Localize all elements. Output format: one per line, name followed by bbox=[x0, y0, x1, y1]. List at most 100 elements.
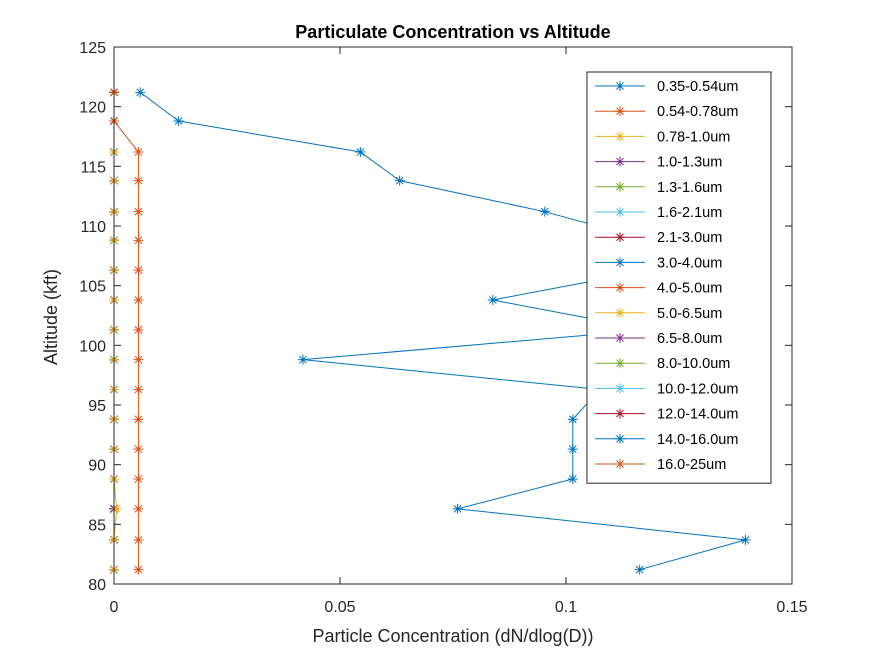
legend-label: 4.0-5.0um bbox=[657, 281, 722, 297]
legend-box bbox=[586, 71, 772, 484]
legend-marker bbox=[615, 408, 625, 419]
legend-label: 0.78-1.0um bbox=[657, 129, 730, 145]
legend-entry: 0.78-1.0um bbox=[595, 129, 730, 145]
legend-label: 0.35-0.54um bbox=[657, 79, 738, 95]
x-tick-label: 0.05 bbox=[324, 599, 355, 616]
data-point bbox=[133, 384, 144, 395]
data-point bbox=[740, 534, 751, 545]
legend-label: 14.0-16.0um bbox=[657, 432, 738, 448]
data-point bbox=[567, 444, 578, 455]
legend-marker bbox=[615, 232, 625, 243]
legend: 0.35-0.54um 0.54-0.78um 0.78-1.0um 1.0-1.3u… bbox=[586, 71, 772, 484]
legend-entry: 14.0-16.0um bbox=[595, 432, 738, 448]
data-point bbox=[394, 175, 405, 186]
legend-marker bbox=[615, 433, 625, 444]
y-tick-label: 115 bbox=[80, 159, 106, 176]
legend-entry: 10.0-12.0um bbox=[595, 381, 738, 397]
legend-label: 1.0-1.3um bbox=[657, 155, 722, 171]
data-point bbox=[133, 354, 144, 365]
data-point bbox=[133, 265, 144, 276]
y-tick-label: 80 bbox=[88, 577, 106, 594]
y-tick-label: 95 bbox=[88, 398, 106, 415]
legend-label: 16.0-25um bbox=[657, 457, 726, 473]
data-point bbox=[133, 414, 144, 425]
data-point bbox=[355, 147, 366, 158]
legend-entry: 2.1-3.0um bbox=[595, 230, 722, 246]
legend-marker bbox=[615, 333, 625, 343]
y-tick-label: 90 bbox=[88, 458, 106, 475]
data-point bbox=[133, 147, 144, 158]
x-axis-label: Particle Concentration (dN/dlog(D)) bbox=[312, 626, 593, 646]
x-tick-label: 0.1 bbox=[555, 599, 577, 616]
legend-label: 12.0-14.0um bbox=[657, 407, 738, 423]
legend-entry: 16.0-25um bbox=[595, 457, 726, 473]
legend-marker bbox=[615, 106, 625, 117]
legend-marker bbox=[615, 131, 625, 142]
data-point bbox=[133, 444, 144, 455]
data-point bbox=[133, 206, 144, 217]
y-tick-label: 105 bbox=[79, 279, 106, 296]
legend-marker bbox=[615, 81, 625, 91]
data-point bbox=[133, 235, 144, 246]
legend-entry: 8.0-10.0um bbox=[595, 356, 730, 372]
legend-marker bbox=[615, 383, 625, 394]
axes-layer: 0 0.05 0.1 0.15 80 85 90 95 100 105 110 115 120 125 bbox=[79, 40, 807, 616]
axes-box bbox=[113, 46, 793, 585]
legend-entry: 5.0-6.5um bbox=[595, 306, 722, 322]
data-point bbox=[567, 414, 578, 425]
legend-label: 1.6-2.1um bbox=[657, 205, 722, 221]
y-axis-label: Altitude (kft) bbox=[41, 269, 61, 365]
data-point bbox=[487, 294, 498, 305]
legend-label: 8.0-10.0um bbox=[657, 356, 730, 372]
data-point bbox=[173, 115, 184, 126]
data-point bbox=[539, 206, 550, 217]
legend-marker bbox=[615, 307, 625, 318]
legend-marker bbox=[615, 282, 625, 293]
x-tick-label: 0.15 bbox=[776, 599, 807, 616]
data-point bbox=[567, 473, 578, 484]
legend-label: 3.0-4.0um bbox=[657, 255, 722, 271]
data-point bbox=[111, 503, 122, 514]
legend-label: 0.54-0.78um bbox=[657, 104, 738, 120]
legend-label: 1.3-1.6um bbox=[657, 180, 722, 196]
legend-entry: 4.0-5.0um bbox=[595, 281, 722, 297]
series-0.54-0.78um bbox=[109, 87, 144, 575]
legend-marker bbox=[615, 459, 625, 469]
data-point bbox=[634, 564, 645, 575]
legend-entry: 1.6-2.1um bbox=[595, 205, 722, 221]
data-point bbox=[133, 294, 144, 305]
y-tick-label: 110 bbox=[80, 219, 106, 236]
legend-label: 5.0-6.5um bbox=[657, 306, 722, 322]
data-point bbox=[452, 503, 463, 514]
data-point bbox=[133, 503, 144, 514]
legend-label: 10.0-12.0um bbox=[657, 381, 738, 397]
legend-marker bbox=[615, 358, 625, 369]
data-point bbox=[133, 175, 144, 186]
legend-label: 2.1-3.0um bbox=[657, 230, 722, 246]
y-tick-label: 125 bbox=[79, 40, 106, 57]
chart-title: Particulate Concentration vs Altitude bbox=[295, 22, 610, 42]
x-tick-label: 0 bbox=[110, 599, 119, 616]
legend-entry: 12.0-14.0um bbox=[595, 407, 738, 423]
legend-marker bbox=[615, 156, 625, 167]
data-point bbox=[133, 324, 144, 335]
data-point bbox=[135, 87, 146, 98]
legend-entry: 0.54-0.78um bbox=[595, 104, 738, 120]
legend-label: 6.5-8.0um bbox=[657, 331, 722, 347]
y-tick-label: 85 bbox=[88, 517, 106, 534]
legend-marker bbox=[615, 181, 625, 192]
legend-marker bbox=[615, 257, 625, 268]
legend-entry: 6.5-8.0um bbox=[595, 331, 722, 347]
data-point bbox=[297, 354, 308, 365]
data-point bbox=[133, 473, 144, 484]
y-tick-label: 100 bbox=[79, 338, 106, 355]
legend-entry: 1.0-1.3um bbox=[595, 155, 722, 171]
data-point bbox=[133, 564, 144, 575]
data-point bbox=[133, 534, 144, 545]
legend-entry: 3.0-4.0um bbox=[595, 255, 722, 271]
legend-marker bbox=[615, 207, 625, 217]
legend-entry: 0.35-0.54um bbox=[595, 79, 738, 95]
legend-entry: 1.3-1.6um bbox=[595, 180, 722, 196]
y-tick-label: 120 bbox=[79, 100, 106, 117]
